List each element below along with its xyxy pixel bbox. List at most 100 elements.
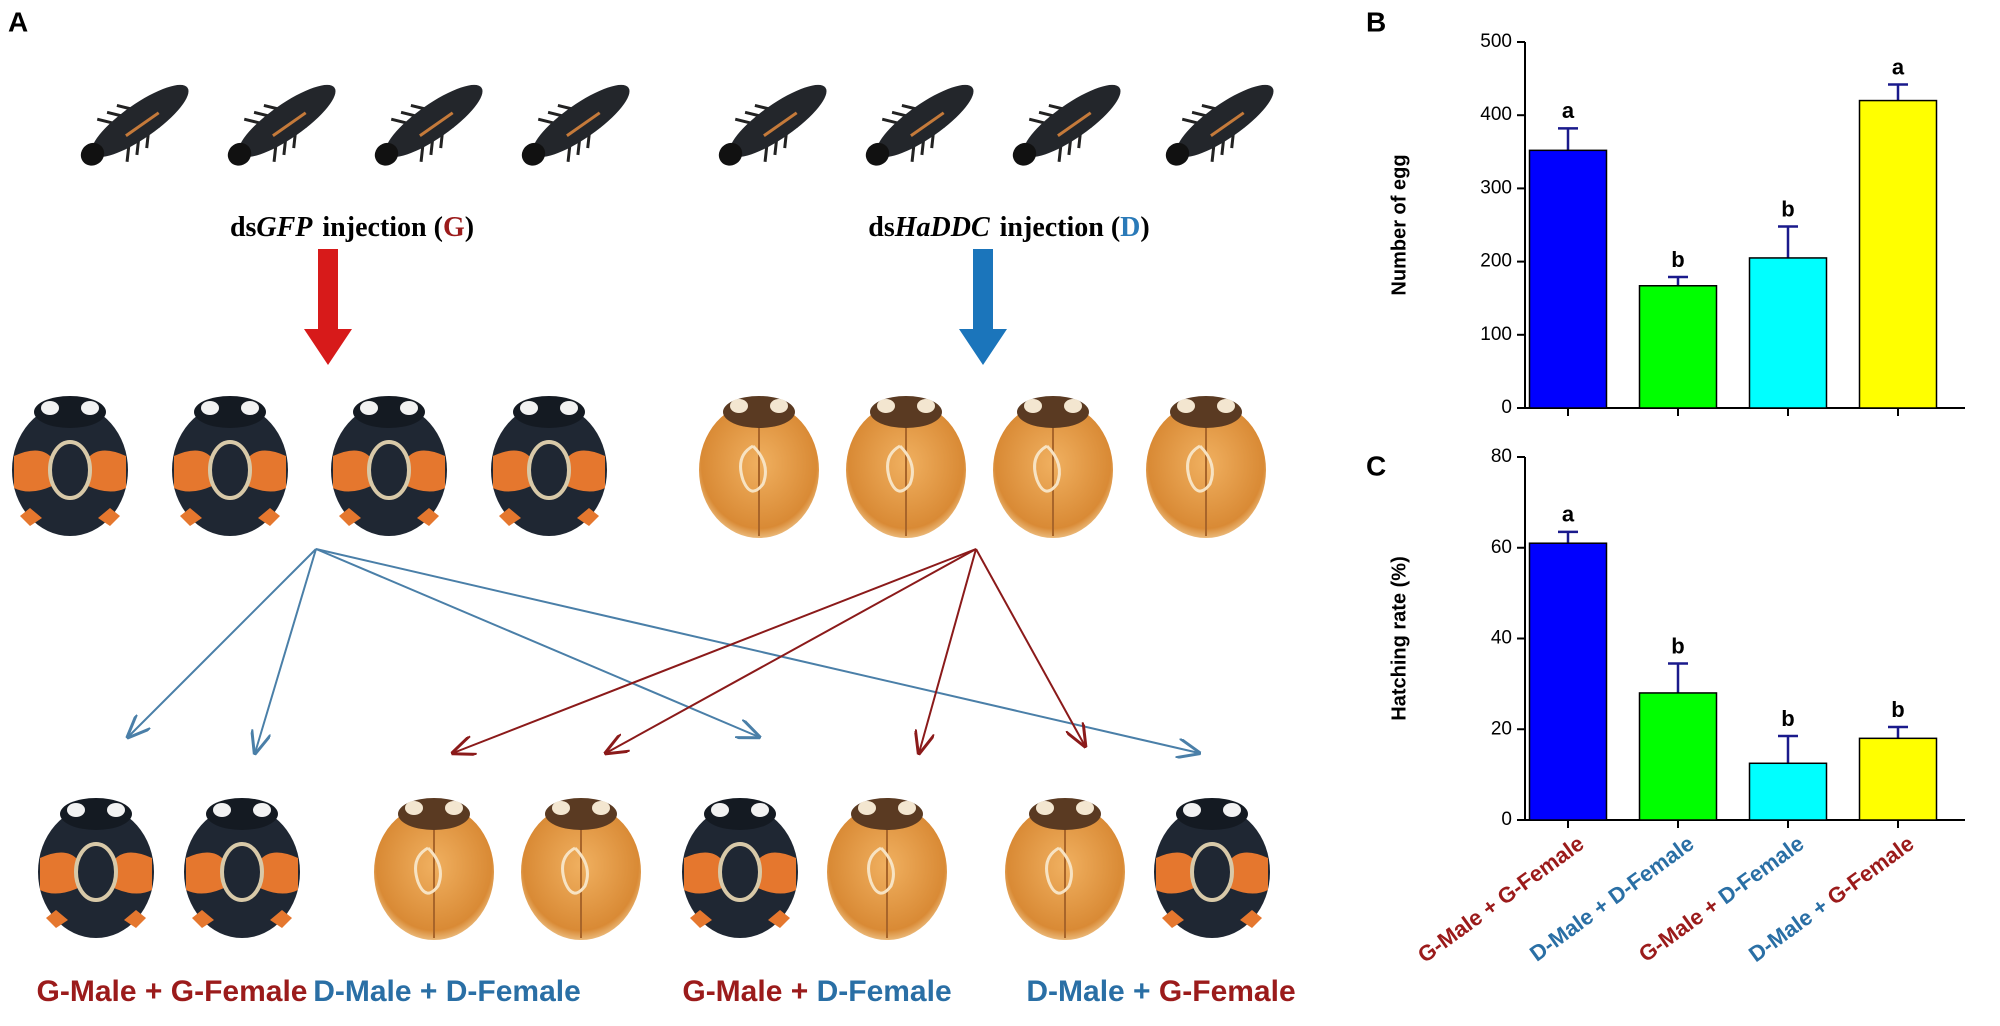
spot (877, 399, 895, 413)
beetle (682, 798, 798, 938)
band (1156, 852, 1268, 894)
text: ds (868, 212, 895, 243)
beetle (331, 396, 447, 536)
band (40, 852, 152, 894)
text-part: D-Male (313, 975, 411, 1008)
elytra (1154, 806, 1270, 938)
body (876, 84, 974, 158)
significance-label: a (1562, 502, 1575, 527)
band (14, 450, 126, 492)
stripe (763, 111, 798, 137)
stripe (1057, 111, 1092, 137)
spot (1076, 801, 1094, 815)
spot (201, 401, 219, 415)
text-part: G-Male (37, 975, 137, 1008)
spot (520, 401, 538, 415)
spot (917, 399, 935, 413)
connector (975, 548, 1085, 746)
body (1176, 84, 1274, 158)
panel-label: C (1366, 450, 1386, 481)
ring (527, 440, 571, 500)
spot (690, 910, 790, 928)
elytra (38, 806, 154, 938)
text-part: D-Male (1525, 903, 1598, 966)
text: HaDDC (894, 212, 990, 243)
cross-label: G-Male + G-Female (37, 975, 308, 1008)
spot (400, 401, 418, 415)
text-part: G-Female (1823, 831, 1919, 910)
stripe (1210, 111, 1245, 137)
head (718, 142, 743, 166)
bar (1858, 99, 1938, 409)
elytra (331, 404, 447, 536)
cross-label: D-Male + G-Female (1026, 975, 1295, 1008)
y-axis-label: Number of egg (1388, 154, 1410, 295)
spot (213, 803, 231, 817)
stripe (910, 111, 945, 137)
beetle (374, 798, 494, 940)
body (385, 84, 483, 158)
text-part: + (137, 975, 171, 1008)
y-tick-label: 20 (1491, 718, 1512, 739)
connector (315, 548, 759, 737)
y-axis-label: Hatching rate (%) (1388, 556, 1410, 720)
beetle (172, 396, 288, 536)
stripe (272, 111, 307, 137)
ring (867, 846, 895, 895)
cross-label: G-Male + D-Female (682, 975, 951, 1008)
band (174, 450, 286, 492)
spot (253, 803, 271, 817)
spot (405, 801, 423, 815)
spot (1183, 803, 1201, 817)
spot (751, 803, 769, 817)
ring (886, 444, 914, 493)
spot (20, 508, 120, 526)
band (493, 450, 605, 492)
panel-label: B (1366, 6, 1386, 37)
y-tick-label: 200 (1480, 251, 1512, 272)
text-part: + (782, 975, 816, 1008)
y-tick-label: 0 (1501, 809, 1512, 830)
bar (1638, 692, 1718, 821)
text: ds (230, 212, 257, 243)
head (521, 142, 546, 166)
beetle (846, 396, 966, 538)
beetle (993, 396, 1113, 538)
head (227, 142, 252, 166)
text: D (1120, 212, 1140, 243)
beetle (184, 798, 300, 938)
bar (1528, 542, 1608, 821)
text-part: D-Female (1714, 831, 1809, 909)
text-part: + (1125, 975, 1159, 1008)
body (91, 84, 189, 158)
elytra (12, 404, 128, 536)
spot (1064, 399, 1082, 413)
stripe (125, 111, 160, 137)
band (186, 852, 298, 894)
text: GFP (256, 212, 313, 243)
spot (1024, 399, 1042, 413)
head (1012, 142, 1037, 166)
spot (1217, 399, 1235, 413)
ring (74, 842, 118, 902)
connector (606, 548, 977, 753)
text: ) (1140, 212, 1149, 243)
spot (898, 801, 916, 815)
spot (1036, 801, 1054, 815)
larva (521, 84, 630, 166)
spot (1177, 399, 1195, 413)
text-part: G-Female (171, 975, 308, 1008)
ring (48, 440, 92, 500)
stripe (419, 111, 454, 137)
spot (67, 803, 85, 817)
head (374, 142, 399, 166)
beetle (1154, 798, 1270, 938)
text-part: G-Male (682, 975, 782, 1008)
body (532, 84, 630, 158)
text-part: D-Male (1744, 904, 1817, 967)
connector (255, 548, 317, 753)
beetle (827, 798, 947, 940)
larva (80, 84, 189, 166)
y-tick-label: 0 (1501, 397, 1512, 418)
bar (1748, 257, 1828, 409)
